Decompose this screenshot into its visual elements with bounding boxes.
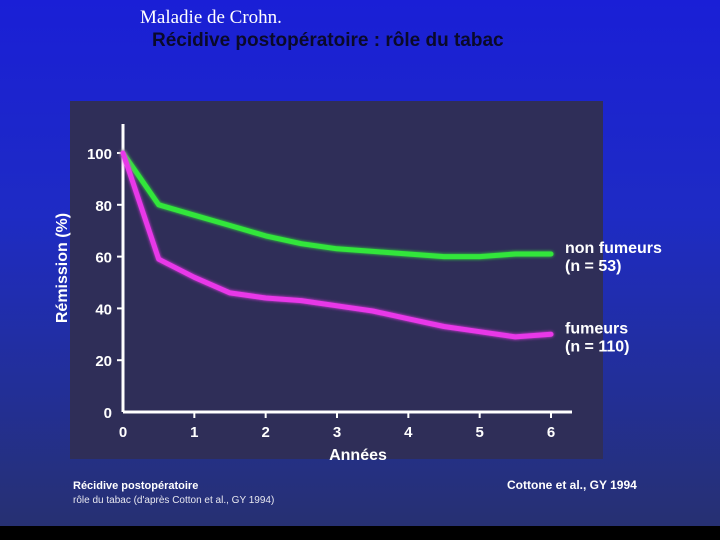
series-labels: non fumeurs(n = 53) fumeurs(n = 110) (565, 240, 662, 355)
chart-panel (70, 101, 603, 459)
x-tick-label: 4 (404, 424, 413, 441)
caption-title: Récidive postopératoire (73, 480, 199, 492)
x-tick-label: 2 (261, 424, 269, 441)
series-label-name: non fumeurs (565, 240, 662, 257)
bottom-bar (0, 526, 720, 540)
series-line-non-fumeurs (120, 150, 554, 260)
series-label-name: fumeurs (565, 320, 628, 337)
axes (121, 124, 572, 414)
slide-subtitle: Récidive postopératoire : rôle du tabac (152, 30, 504, 51)
x-tick-label: 0 (119, 424, 127, 441)
y-tick-label: 0 (104, 405, 112, 422)
x-tick-label: 5 (475, 424, 483, 441)
y-tick-label: 20 (95, 353, 112, 370)
y-tick-label: 60 (95, 250, 112, 267)
x-tick-label: 1 (190, 424, 198, 441)
series-label-n: (n = 110) (565, 338, 629, 355)
x-axis-label: Années (329, 447, 387, 464)
series-label-n: (n = 53) (565, 258, 621, 275)
x-tick-label: 6 (547, 424, 555, 441)
y-tick-label: 80 (95, 198, 112, 215)
y-ticks: 0 20 40 60 80 100 (87, 146, 123, 422)
y-axis-label: Rémission (%) (54, 213, 71, 323)
caption-text: rôle du tabac (d'après Cotton et al., GY… (73, 495, 275, 506)
citation: Cottone et al., GY 1994 (507, 478, 637, 492)
y-tick-label: 40 (95, 301, 112, 318)
series-line-fumeurs (120, 150, 554, 340)
y-tick-label: 100 (87, 146, 112, 163)
slide-title: Maladie de Crohn. (140, 7, 282, 28)
x-tick-label: 3 (333, 424, 341, 441)
series-lines (120, 150, 554, 340)
x-ticks: 0 1 2 3 4 5 6 (119, 412, 555, 441)
